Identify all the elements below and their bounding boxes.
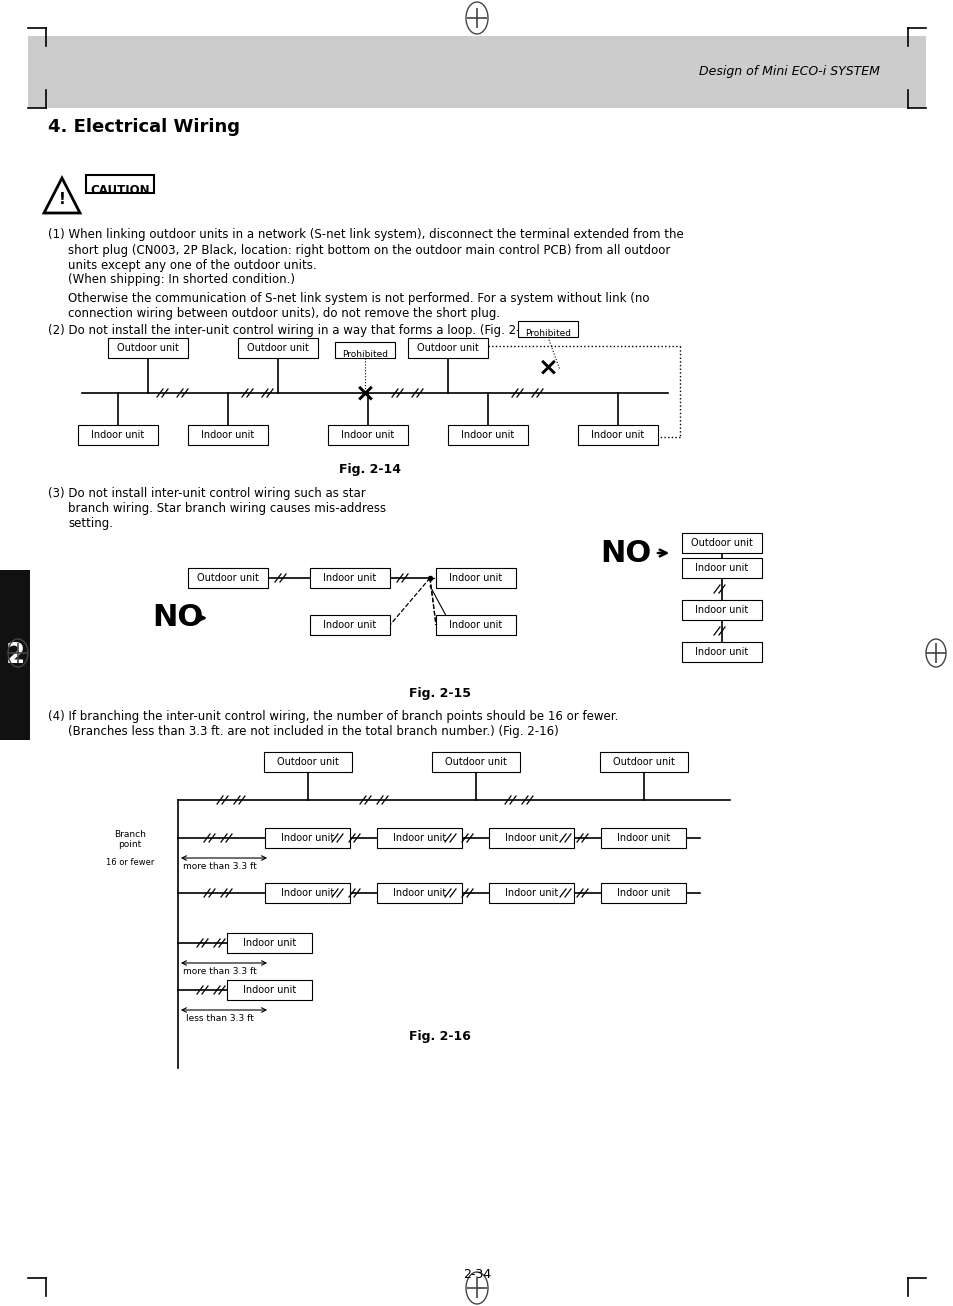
Text: more than 3.3 ft: more than 3.3 ft [183, 966, 256, 976]
Bar [310, 615, 390, 635]
Text: Design of Mini ECO-i SYSTEM: Design of Mini ECO-i SYSTEM [699, 65, 879, 78]
Text: less than 3.3 ft: less than 3.3 ft [186, 1013, 253, 1023]
Text: (4) If branching the inter-unit control wiring, the number of branch points shou: (4) If branching the inter-unit control … [48, 710, 618, 724]
Text: NO: NO [599, 538, 651, 568]
Text: !: ! [58, 192, 66, 208]
Text: (Branches less than 3.3 ft. are not included in the total branch number.) (Fig. : (Branches less than 3.3 ft. are not incl… [68, 725, 558, 738]
Text: Indoor unit: Indoor unit [243, 938, 296, 948]
Bar [328, 424, 408, 445]
Text: Outdoor unit: Outdoor unit [276, 757, 338, 767]
Text: Indoor unit: Indoor unit [695, 646, 748, 657]
Text: Outdoor unit: Outdoor unit [117, 343, 179, 353]
Bar [681, 643, 761, 662]
Text: units except any one of the outdoor units.: units except any one of the outdoor unit… [68, 259, 316, 272]
Text: Indoor unit: Indoor unit [393, 888, 446, 899]
Bar [335, 342, 395, 358]
Bar [265, 883, 350, 902]
Bar [681, 533, 761, 552]
Bar [86, 175, 153, 193]
Bar [436, 568, 516, 588]
Text: Outdoor unit: Outdoor unit [690, 538, 752, 549]
Bar [599, 752, 687, 772]
Text: CAUTION: CAUTION [91, 184, 150, 197]
Bar [448, 424, 527, 445]
Text: Outdoor unit: Outdoor unit [445, 757, 506, 767]
Bar [265, 828, 350, 848]
Text: (2) Do not install the inter-unit control wiring in a way that forms a loop. (Fi: (2) Do not install the inter-unit contro… [48, 324, 539, 337]
Text: 2: 2 [6, 641, 25, 669]
Text: NO: NO [152, 603, 203, 632]
Text: setting.: setting. [68, 517, 112, 530]
Bar [408, 338, 488, 358]
Text: Prohibited: Prohibited [341, 350, 388, 359]
Text: Indoor unit: Indoor unit [461, 430, 514, 440]
Bar [681, 599, 761, 620]
Bar [0, 569, 30, 741]
Text: (3) Do not install inter-unit control wiring such as star: (3) Do not install inter-unit control wi… [48, 487, 365, 500]
Bar [227, 932, 313, 953]
Text: Indoor unit: Indoor unit [91, 430, 145, 440]
Bar [377, 883, 462, 902]
Bar [264, 752, 352, 772]
Text: 2-34: 2-34 [462, 1268, 491, 1281]
Text: Indoor unit: Indoor unit [243, 985, 296, 995]
Text: Indoor unit: Indoor unit [393, 833, 446, 842]
Bar [108, 338, 188, 358]
Bar [436, 615, 516, 635]
Bar [78, 424, 158, 445]
Bar [432, 752, 519, 772]
Text: Fig. 2-16: Fig. 2-16 [409, 1030, 471, 1043]
Text: Indoor unit: Indoor unit [617, 888, 670, 899]
Bar [28, 37, 925, 108]
Text: Branch
point: Branch point [114, 831, 146, 849]
Text: more than 3.3 ft: more than 3.3 ft [183, 862, 256, 871]
Bar [489, 883, 574, 902]
Text: Indoor unit: Indoor unit [695, 605, 748, 615]
Text: short plug (CN003, 2P Black, location: right bottom on the outdoor main control : short plug (CN003, 2P Black, location: r… [68, 244, 670, 257]
Text: Indoor unit: Indoor unit [201, 430, 254, 440]
Text: Outdoor unit: Outdoor unit [613, 757, 674, 767]
Bar [681, 558, 761, 579]
Text: Outdoor unit: Outdoor unit [416, 343, 478, 353]
Text: Indoor unit: Indoor unit [323, 573, 376, 582]
Text: 4. Electrical Wiring: 4. Electrical Wiring [48, 118, 240, 136]
Bar [578, 424, 658, 445]
Text: Outdoor unit: Outdoor unit [247, 343, 309, 353]
Text: Branch point: Branch point [452, 623, 510, 632]
Bar [489, 828, 574, 848]
Bar [310, 568, 390, 588]
Bar [188, 568, 268, 588]
Text: ×: × [355, 381, 375, 405]
Bar [377, 828, 462, 848]
Text: 16 or fewer: 16 or fewer [106, 858, 154, 867]
Text: branch wiring. Star branch wiring causes mis-address: branch wiring. Star branch wiring causes… [68, 502, 386, 515]
Text: Outdoor unit: Outdoor unit [197, 573, 258, 582]
Text: Indoor unit: Indoor unit [617, 833, 670, 842]
Bar [601, 883, 686, 902]
Text: Otherwise the communication of S-net link system is not performed. For a system : Otherwise the communication of S-net lin… [68, 293, 649, 306]
Text: Indoor unit: Indoor unit [505, 888, 558, 899]
Bar [227, 980, 313, 1000]
Text: (When shipping: In shorted condition.): (When shipping: In shorted condition.) [68, 273, 294, 286]
Text: Indoor unit: Indoor unit [341, 430, 395, 440]
Bar [601, 828, 686, 848]
Bar [188, 424, 268, 445]
Bar [517, 321, 578, 337]
Text: Indoor unit: Indoor unit [323, 620, 376, 629]
Text: ×: × [537, 355, 558, 379]
Text: (1) When linking outdoor units in a network (S-net link system), disconnect the : (1) When linking outdoor units in a netw… [48, 229, 683, 242]
Bar [237, 338, 317, 358]
Text: Fig. 2-14: Fig. 2-14 [338, 464, 400, 475]
Text: Indoor unit: Indoor unit [591, 430, 644, 440]
Text: Indoor unit: Indoor unit [695, 563, 748, 573]
Text: connection wiring between outdoor units), do not remove the short plug.: connection wiring between outdoor units)… [68, 307, 499, 320]
Text: Indoor unit: Indoor unit [281, 888, 335, 899]
Text: Indoor unit: Indoor unit [449, 620, 502, 629]
Text: Indoor unit: Indoor unit [281, 833, 335, 842]
Text: Indoor unit: Indoor unit [449, 573, 502, 582]
Text: Fig. 2-15: Fig. 2-15 [409, 687, 471, 700]
Text: Prohibited: Prohibited [524, 329, 571, 338]
Text: Indoor unit: Indoor unit [505, 833, 558, 842]
